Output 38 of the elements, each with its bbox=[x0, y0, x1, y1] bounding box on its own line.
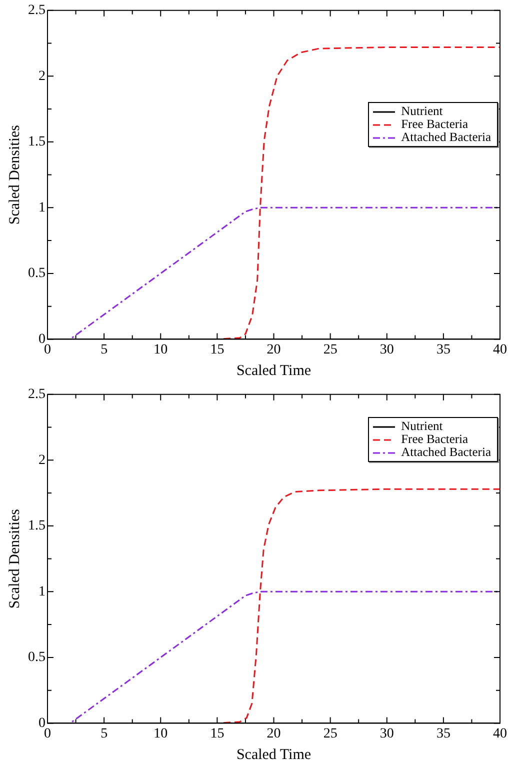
legend-label: Attached Bacteria bbox=[401, 130, 491, 144]
x-tick-label: 20 bbox=[266, 726, 281, 742]
x-tick-label: 5 bbox=[100, 342, 108, 358]
y-tick-label: 0 bbox=[38, 716, 46, 731]
y-tick-label: 2.5 bbox=[28, 3, 46, 18]
legend-label: Nutrient bbox=[401, 104, 443, 118]
y-tick-label: 2 bbox=[38, 452, 46, 468]
y-tick-label: 2.5 bbox=[28, 387, 46, 402]
y-tick-label: 0.5 bbox=[28, 266, 46, 282]
x-tick-label: 20 bbox=[266, 342, 281, 358]
x-tick-label: 35 bbox=[436, 342, 450, 358]
y-tick-label: 1 bbox=[38, 584, 46, 600]
x-tick-label: 10 bbox=[154, 726, 168, 742]
x-tick-label: 40 bbox=[493, 342, 507, 358]
y-tick-label: 1.5 bbox=[28, 518, 46, 534]
x-tick-label: 30 bbox=[380, 726, 394, 742]
y-tick-label: 1 bbox=[38, 200, 46, 216]
y-axis-title: Scaled Densities bbox=[6, 124, 23, 225]
y-tick-label: 1.5 bbox=[28, 134, 46, 150]
x-tick-label: 35 bbox=[436, 726, 450, 742]
x-tick-label: 10 bbox=[154, 342, 168, 358]
x-tick-label: 15 bbox=[210, 342, 224, 358]
y-tick-label: 0.5 bbox=[28, 650, 46, 666]
legend-label: Attached Bacteria bbox=[401, 445, 491, 460]
y-axis-title: Scaled Densities bbox=[6, 508, 23, 609]
legend-label: Nutrient bbox=[401, 419, 443, 434]
x-tick-label: 15 bbox=[210, 726, 224, 742]
legend-label: Free Bacteria bbox=[401, 117, 468, 132]
y-tick-label: 2 bbox=[38, 68, 46, 84]
x-axis-title: Scaled Time bbox=[236, 362, 312, 379]
y-tick-label: 0 bbox=[38, 332, 46, 347]
x-tick-label: 30 bbox=[380, 342, 394, 358]
x-tick-label: 40 bbox=[493, 726, 507, 742]
x-tick-label: 25 bbox=[323, 726, 338, 742]
x-tick-label: 25 bbox=[323, 342, 338, 358]
legend-label: Free Bacteria bbox=[401, 432, 468, 446]
x-axis-title: Scaled Time bbox=[236, 746, 312, 763]
x-tick-label: 5 bbox=[100, 726, 108, 742]
